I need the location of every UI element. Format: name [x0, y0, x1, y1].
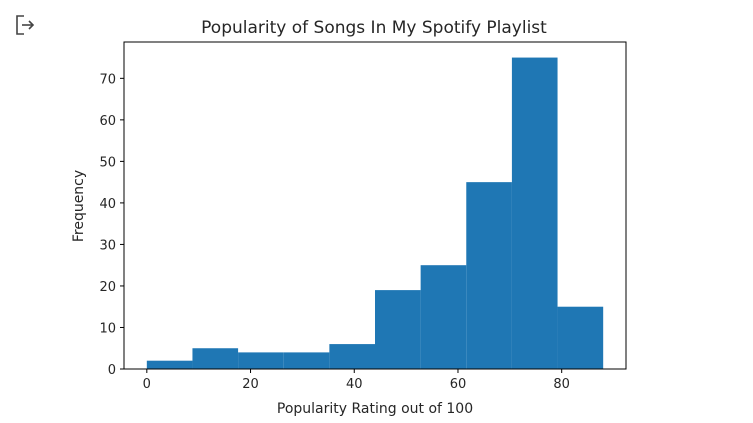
y-axis-ticks: 0 10 20 30 40 50 60 70 — [99, 72, 124, 378]
histogram-bar — [466, 182, 512, 369]
y-tick-label: 10 — [99, 321, 116, 336]
histogram-bar — [146, 360, 193, 369]
x-tick-label: 20 — [242, 377, 259, 392]
y-tick-label: 0 — [108, 363, 116, 378]
x-tick-label: 80 — [553, 377, 570, 392]
y-tick-label: 40 — [99, 197, 116, 212]
histogram-bar — [283, 352, 330, 369]
y-tick-label: 70 — [99, 72, 116, 87]
x-axis-ticks: 0 20 40 60 80 — [143, 369, 570, 392]
x-tick-label: 60 — [450, 377, 467, 392]
y-tick-label: 30 — [99, 238, 116, 253]
output-redirect-icon[interactable] — [14, 14, 38, 36]
histogram-bar — [511, 57, 558, 369]
histogram-bar — [329, 344, 375, 369]
bars-group — [146, 57, 604, 369]
axes-frame — [123, 41, 627, 370]
histogram-bar — [192, 348, 239, 369]
histogram-bar — [557, 306, 604, 369]
x-tick-label: 0 — [143, 377, 151, 392]
histogram-bar — [238, 352, 284, 369]
histogram-bar — [375, 290, 421, 369]
x-tick-label: 40 — [346, 377, 363, 392]
y-axis-label: Frequency — [71, 170, 87, 242]
x-axis-label: Popularity Rating out of 100 — [277, 401, 473, 417]
y-tick-label: 60 — [99, 114, 116, 129]
chart-title: Popularity of Songs In My Spotify Playli… — [201, 18, 547, 38]
histogram-bar — [420, 265, 467, 369]
y-tick-label: 50 — [99, 155, 116, 170]
y-tick-label: 20 — [99, 280, 116, 295]
